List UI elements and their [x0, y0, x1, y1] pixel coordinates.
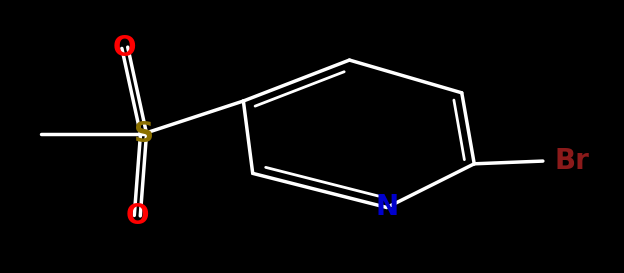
Text: Br: Br [555, 147, 590, 175]
Text: S: S [134, 120, 154, 148]
Text: O: O [125, 202, 149, 230]
Text: O: O [113, 34, 137, 62]
Text: N: N [375, 194, 399, 221]
